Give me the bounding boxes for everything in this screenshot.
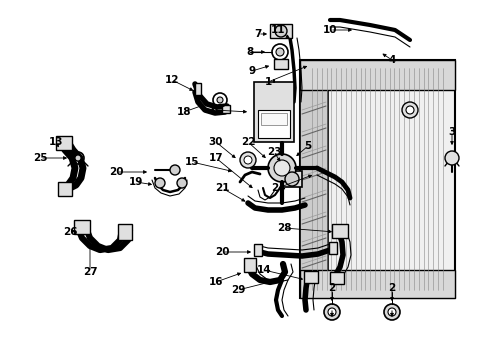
Circle shape <box>177 178 186 188</box>
Text: 17: 17 <box>208 153 223 163</box>
Text: 1: 1 <box>264 77 271 87</box>
Bar <box>74 220 90 234</box>
Text: 15: 15 <box>184 157 199 167</box>
Bar <box>253 244 262 256</box>
Text: 24: 24 <box>270 183 285 193</box>
Text: 22: 22 <box>240 137 255 147</box>
Circle shape <box>267 154 295 182</box>
Bar <box>304 271 317 283</box>
Circle shape <box>327 308 335 316</box>
Text: 26: 26 <box>62 227 77 237</box>
Text: 25: 25 <box>33 153 47 163</box>
Text: 3: 3 <box>447 127 455 137</box>
Bar <box>299 60 454 298</box>
Circle shape <box>240 152 256 168</box>
Text: 16: 16 <box>208 277 223 287</box>
Text: 23: 23 <box>266 147 281 157</box>
Text: 21: 21 <box>214 183 229 193</box>
Circle shape <box>275 48 284 56</box>
Bar <box>118 224 132 240</box>
Bar <box>328 242 336 254</box>
Text: 20: 20 <box>214 247 229 257</box>
Bar <box>273 59 287 69</box>
Bar <box>331 224 347 238</box>
Circle shape <box>444 151 458 165</box>
Bar <box>261 113 286 125</box>
Bar <box>299 270 454 298</box>
Bar <box>299 60 327 298</box>
Bar <box>58 182 72 196</box>
Text: 12: 12 <box>164 75 179 85</box>
Bar <box>258 110 289 138</box>
Circle shape <box>244 156 251 164</box>
Text: 9: 9 <box>248 66 255 76</box>
Bar <box>329 272 343 284</box>
Text: 27: 27 <box>82 267 97 277</box>
Bar <box>195 83 201 95</box>
Text: 20: 20 <box>108 167 123 177</box>
Text: 14: 14 <box>256 265 271 275</box>
Text: 19: 19 <box>128 177 143 187</box>
Circle shape <box>75 155 81 161</box>
Circle shape <box>405 106 413 114</box>
Circle shape <box>324 304 339 320</box>
Text: 7: 7 <box>254 29 261 39</box>
Text: 5: 5 <box>304 141 311 151</box>
Bar <box>282 171 302 187</box>
Text: 10: 10 <box>322 25 337 35</box>
Text: 2: 2 <box>387 283 395 293</box>
Text: 8: 8 <box>246 47 253 57</box>
Bar <box>56 136 72 150</box>
Circle shape <box>387 308 395 316</box>
Circle shape <box>155 178 164 188</box>
Text: 4: 4 <box>387 55 395 65</box>
Text: 13: 13 <box>49 137 63 147</box>
Circle shape <box>274 25 286 37</box>
Bar <box>269 24 291 38</box>
Text: 6: 6 <box>210 105 217 115</box>
Bar <box>222 105 229 113</box>
Circle shape <box>273 160 289 176</box>
Text: 29: 29 <box>230 285 244 295</box>
Text: 18: 18 <box>176 107 191 117</box>
Circle shape <box>217 97 223 103</box>
Bar <box>244 258 256 272</box>
Circle shape <box>285 172 298 186</box>
Circle shape <box>383 304 399 320</box>
Bar <box>253 82 293 142</box>
Circle shape <box>401 102 417 118</box>
Text: 30: 30 <box>208 137 223 147</box>
Text: 11: 11 <box>270 25 285 35</box>
Text: 28: 28 <box>276 223 291 233</box>
Circle shape <box>170 165 180 175</box>
Text: 2: 2 <box>328 283 335 293</box>
Bar <box>299 60 454 90</box>
